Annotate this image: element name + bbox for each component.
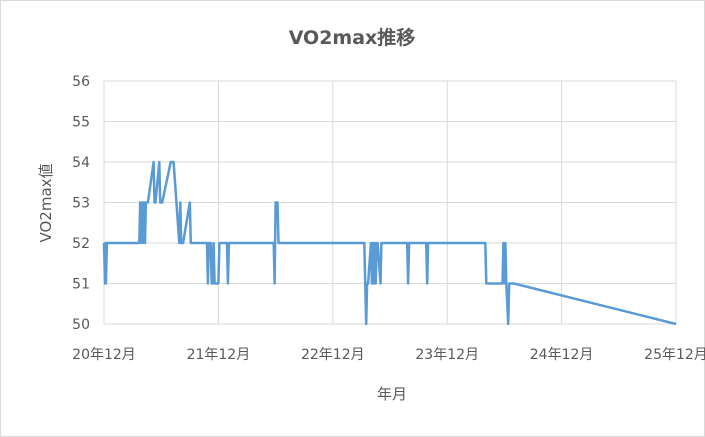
y-tick-label: 50 <box>72 317 90 333</box>
y-axis-title: VO2max値 <box>37 163 55 242</box>
x-axis-ticks: 20年12月 21年12月 22年12月 23年12月 24年12月 25年12月 <box>72 347 705 363</box>
y-tick-label: 56 <box>72 74 90 90</box>
gridlines <box>103 80 677 325</box>
y-tick-label: 51 <box>72 277 90 293</box>
x-tick-label: 22年12月 <box>301 347 365 363</box>
x-tick-label: 24年12月 <box>530 347 594 363</box>
x-tick-label: 23年12月 <box>415 347 479 363</box>
y-tick-label: 55 <box>72 115 90 131</box>
x-tick-label: 20年12月 <box>72 347 136 363</box>
y-tick-label: 53 <box>72 196 90 212</box>
x-tick-label: 25年12月 <box>644 347 705 363</box>
vo2max-series-line <box>102 160 677 326</box>
y-axis-ticks: 50 51 52 53 54 55 56 <box>72 74 90 333</box>
chart-title: VO2max推移 <box>289 26 416 49</box>
y-tick-label: 52 <box>72 236 90 252</box>
y-tick-label: 54 <box>72 155 90 171</box>
x-tick-label: 21年12月 <box>187 347 251 363</box>
x-axis-title: 年月 <box>377 385 407 403</box>
